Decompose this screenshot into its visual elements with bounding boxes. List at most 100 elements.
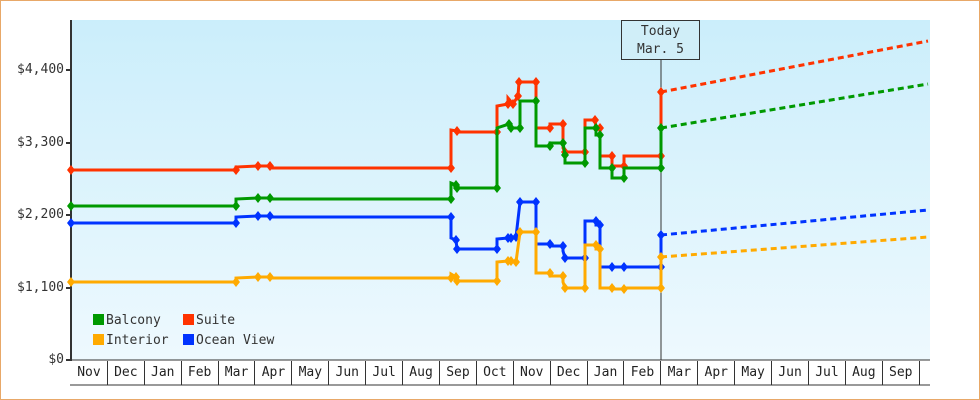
- data-point[interactable]: [620, 262, 628, 272]
- legend-item-interior[interactable]: Interior: [93, 333, 169, 348]
- x-month-label: Jul: [809, 361, 846, 385]
- data-point[interactable]: [254, 272, 262, 282]
- today-marker: Today Mar. 5: [621, 20, 700, 60]
- y-label: $3,300: [17, 135, 64, 150]
- series-layer: [67, 39, 929, 294]
- data-point[interactable]: [452, 235, 460, 245]
- legend-item-balcony[interactable]: Balcony: [93, 313, 161, 328]
- data-point[interactable]: [561, 253, 569, 263]
- data-point[interactable]: [532, 227, 540, 237]
- data-point[interactable]: [516, 123, 524, 133]
- data-point[interactable]: [657, 87, 665, 97]
- x-month-label: Jul: [366, 361, 404, 385]
- data-point[interactable]: [453, 276, 461, 286]
- data-point[interactable]: [512, 257, 520, 267]
- data-point[interactable]: [591, 115, 599, 125]
- data-point[interactable]: [447, 212, 455, 222]
- data-point[interactable]: [559, 241, 567, 251]
- data-point[interactable]: [657, 163, 665, 173]
- data-point[interactable]: [232, 201, 240, 211]
- data-point[interactable]: [608, 163, 616, 173]
- legend-label: Ocean View: [196, 333, 275, 348]
- data-point[interactable]: [515, 77, 523, 87]
- data-point[interactable]: [532, 197, 540, 207]
- y-label: $0: [48, 352, 64, 367]
- legend-swatch-icon: [93, 314, 104, 325]
- data-point[interactable]: [561, 150, 569, 160]
- legend-item-ocean-view[interactable]: Ocean View: [183, 333, 274, 348]
- data-point[interactable]: [596, 220, 604, 230]
- x-month-label: Jan: [145, 361, 182, 385]
- x-month-label: Jun: [772, 361, 809, 385]
- data-point[interactable]: [507, 256, 515, 266]
- data-point[interactable]: [447, 273, 455, 283]
- data-point[interactable]: [608, 151, 616, 161]
- series-interior: [67, 227, 929, 294]
- data-point[interactable]: [581, 158, 589, 168]
- x-month-label: Jun: [329, 361, 367, 385]
- data-point[interactable]: [493, 244, 501, 254]
- data-point[interactable]: [620, 284, 628, 294]
- forecast-line: [660, 82, 929, 130]
- data-point[interactable]: [507, 123, 515, 133]
- x-month-label: Feb: [625, 361, 662, 385]
- data-point[interactable]: [67, 201, 75, 211]
- data-point[interactable]: [516, 227, 524, 237]
- y-label: $1,100: [17, 280, 64, 295]
- data-point[interactable]: [493, 276, 501, 286]
- data-point[interactable]: [546, 123, 554, 133]
- data-point[interactable]: [657, 283, 665, 293]
- data-point[interactable]: [516, 197, 524, 207]
- data-point[interactable]: [266, 161, 274, 171]
- x-month-label: Apr: [698, 361, 736, 385]
- data-point[interactable]: [657, 252, 665, 262]
- data-point[interactable]: [514, 91, 522, 101]
- data-point[interactable]: [509, 99, 517, 109]
- data-point[interactable]: [254, 211, 262, 221]
- data-point[interactable]: [266, 272, 274, 282]
- data-point[interactable]: [608, 283, 616, 293]
- data-point[interactable]: [493, 183, 501, 193]
- data-point[interactable]: [546, 239, 554, 249]
- data-point[interactable]: [67, 277, 75, 287]
- data-point[interactable]: [546, 268, 554, 278]
- data-point[interactable]: [67, 218, 75, 228]
- data-point[interactable]: [67, 165, 75, 175]
- data-point[interactable]: [657, 123, 665, 133]
- data-point[interactable]: [266, 211, 274, 221]
- data-point[interactable]: [447, 163, 455, 173]
- data-point[interactable]: [532, 77, 540, 87]
- data-point[interactable]: [266, 193, 274, 203]
- data-point[interactable]: [592, 123, 600, 133]
- x-month-label: May: [735, 361, 773, 385]
- data-point[interactable]: [232, 165, 240, 175]
- data-point[interactable]: [561, 283, 569, 293]
- data-point[interactable]: [447, 194, 455, 204]
- data-point[interactable]: [559, 119, 567, 129]
- data-point[interactable]: [581, 283, 589, 293]
- data-point[interactable]: [596, 244, 604, 254]
- data-point[interactable]: [559, 138, 567, 148]
- data-point[interactable]: [504, 99, 512, 109]
- series-balcony: [67, 82, 929, 211]
- data-point[interactable]: [546, 141, 554, 151]
- data-point[interactable]: [507, 233, 515, 243]
- legend-item-suite[interactable]: Suite: [183, 313, 235, 328]
- data-point[interactable]: [657, 230, 665, 240]
- x-month-label: Apr: [256, 361, 293, 385]
- data-point[interactable]: [559, 271, 567, 281]
- data-point[interactable]: [453, 126, 461, 136]
- legend-label: Balcony: [106, 313, 161, 328]
- data-point[interactable]: [596, 130, 604, 140]
- data-point[interactable]: [254, 161, 262, 171]
- data-point[interactable]: [232, 277, 240, 287]
- data-point[interactable]: [608, 262, 616, 272]
- data-point[interactable]: [453, 183, 461, 193]
- data-point[interactable]: [620, 173, 628, 183]
- data-point[interactable]: [532, 96, 540, 106]
- data-point[interactable]: [232, 218, 240, 228]
- plot-area: [71, 20, 930, 360]
- data-point[interactable]: [254, 193, 262, 203]
- data-point[interactable]: [453, 244, 461, 254]
